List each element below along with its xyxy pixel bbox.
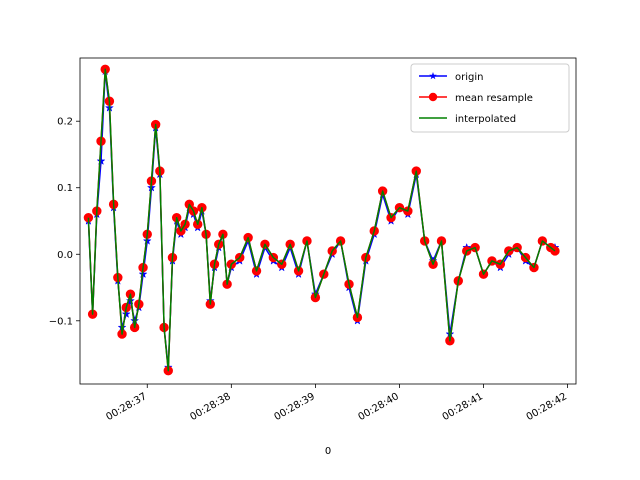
y-tick-label: 0.0 (57, 250, 73, 261)
data-point (121, 309, 131, 318)
x-axis-label: 0 (325, 446, 331, 457)
legend-marker (429, 72, 437, 80)
legend-label: interpolated (455, 114, 516, 125)
legend-entry-interpolated: interpolated (419, 114, 516, 125)
y-axis: −0.1 0.0 0.1 0.2 (49, 117, 80, 327)
series-interpolated (87, 68, 556, 372)
plot-area-frame (79, 57, 577, 385)
legend-label: origin (455, 72, 483, 83)
data-point (142, 236, 152, 245)
y-tick-label: 0.2 (57, 117, 73, 128)
y-tick-label: −0.1 (49, 316, 73, 327)
legend: origin mean resample interpolated (410, 63, 570, 133)
legend-entry-mean-resample: mean resample (419, 92, 533, 104)
series-line-interpolated (87, 68, 556, 372)
legend-marker (428, 92, 438, 102)
y-tick-label: 0.1 (57, 183, 73, 194)
legend-box (410, 63, 570, 133)
data-point (96, 156, 106, 165)
legend-entry-origin: origin (419, 72, 483, 83)
data-point (125, 296, 135, 305)
series-layer (83, 64, 560, 376)
legend-label: mean resample (455, 93, 533, 104)
